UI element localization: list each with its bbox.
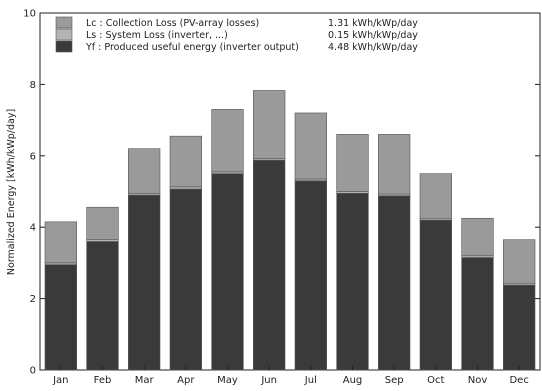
- y-tick-label: 8: [30, 80, 36, 91]
- plot-frame: [39, 12, 541, 371]
- x-tick-label-mar: Mar: [135, 375, 155, 386]
- bar-jan-series-2: [44, 221, 77, 264]
- bar-oct-series-2: [419, 173, 452, 219]
- bar-nov-series-0: [461, 257, 494, 371]
- bar-jan-series-0: [44, 264, 77, 371]
- x-tick-label-jun: Jun: [260, 375, 277, 386]
- bar-feb-series-0: [86, 241, 119, 371]
- bar-jun-series-0: [253, 159, 286, 371]
- bar-dec-series-2: [503, 239, 536, 284]
- bar-oct-series-0: [419, 219, 452, 371]
- bar-may-series-0: [211, 173, 244, 371]
- x-tick-label-oct: Oct: [427, 375, 444, 386]
- legend: Lc : Collection Loss (PV-array losses) 1.…: [55, 16, 418, 53]
- bar-apr-series-1: [169, 186, 202, 190]
- legend-swatch: [55, 28, 73, 41]
- bar-feb-series-2: [86, 206, 119, 240]
- y-axis-label: Normalized Energy [kWh/kWp/day]: [6, 109, 17, 275]
- x-tick-label-dec: Dec: [509, 375, 528, 386]
- x-tick-label-jul: Jul: [304, 375, 317, 386]
- y-axis: 0 2 4 6 8 10: [23, 9, 540, 377]
- x-tick-label-feb: Feb: [94, 375, 112, 386]
- legend-label: Ls : System Loss (inverter, ...): [86, 30, 228, 41]
- x-tick-label-nov: Nov: [468, 375, 488, 386]
- bar-apr-series-2: [169, 135, 202, 188]
- bar-aug-series-2: [336, 134, 369, 192]
- x-tick-label-jan: Jan: [52, 375, 68, 386]
- bar-nov-series-2: [461, 217, 494, 257]
- y-tick-label: 10: [23, 9, 36, 20]
- legend-value: 1.31 kWh/kWp/day: [328, 18, 418, 29]
- legend-value: 0.15 kWh/kWp/day: [328, 30, 418, 41]
- x-tick-label-apr: Apr: [177, 375, 195, 386]
- bar-dec-series-0: [503, 284, 536, 371]
- x-axis: Jan Feb Mar Apr May Jun Jul Aug Sep Oct Nov Dec: [52, 366, 529, 386]
- bar-sep-series-0: [378, 195, 411, 371]
- bar-sep-series-2: [378, 134, 411, 195]
- bar-jul-series-0: [294, 180, 327, 371]
- bar-jun-series-2: [253, 90, 286, 159]
- y-tick-label: 0: [30, 366, 36, 377]
- legend-label: Lc : Collection Loss (PV-array losses): [86, 18, 259, 29]
- bar-mar-series-2: [128, 148, 161, 194]
- bar-feb-series-1: [86, 239, 119, 242]
- legend-label: Yf : Produced useful energy (inverter ou…: [85, 42, 299, 53]
- x-tick-label-sep: Sep: [385, 375, 404, 386]
- bar-mar-series-0: [128, 194, 161, 371]
- bar-apr-series-0: [169, 188, 202, 371]
- bar-aug-series-0: [336, 192, 369, 371]
- legend-swatch: [55, 40, 73, 53]
- bars-group: [44, 90, 536, 371]
- y-tick-label: 6: [30, 151, 36, 162]
- x-tick-label-may: May: [217, 375, 238, 386]
- y-tick-label: 2: [30, 294, 36, 305]
- legend-swatch: [55, 16, 73, 29]
- x-tick-label-aug: Aug: [343, 375, 363, 386]
- legend-value: 4.48 kWh/kWp/day: [328, 42, 418, 53]
- bar-may-series-2: [211, 109, 244, 173]
- y-tick-label: 4: [30, 223, 36, 234]
- bar-jul-series-2: [294, 112, 327, 180]
